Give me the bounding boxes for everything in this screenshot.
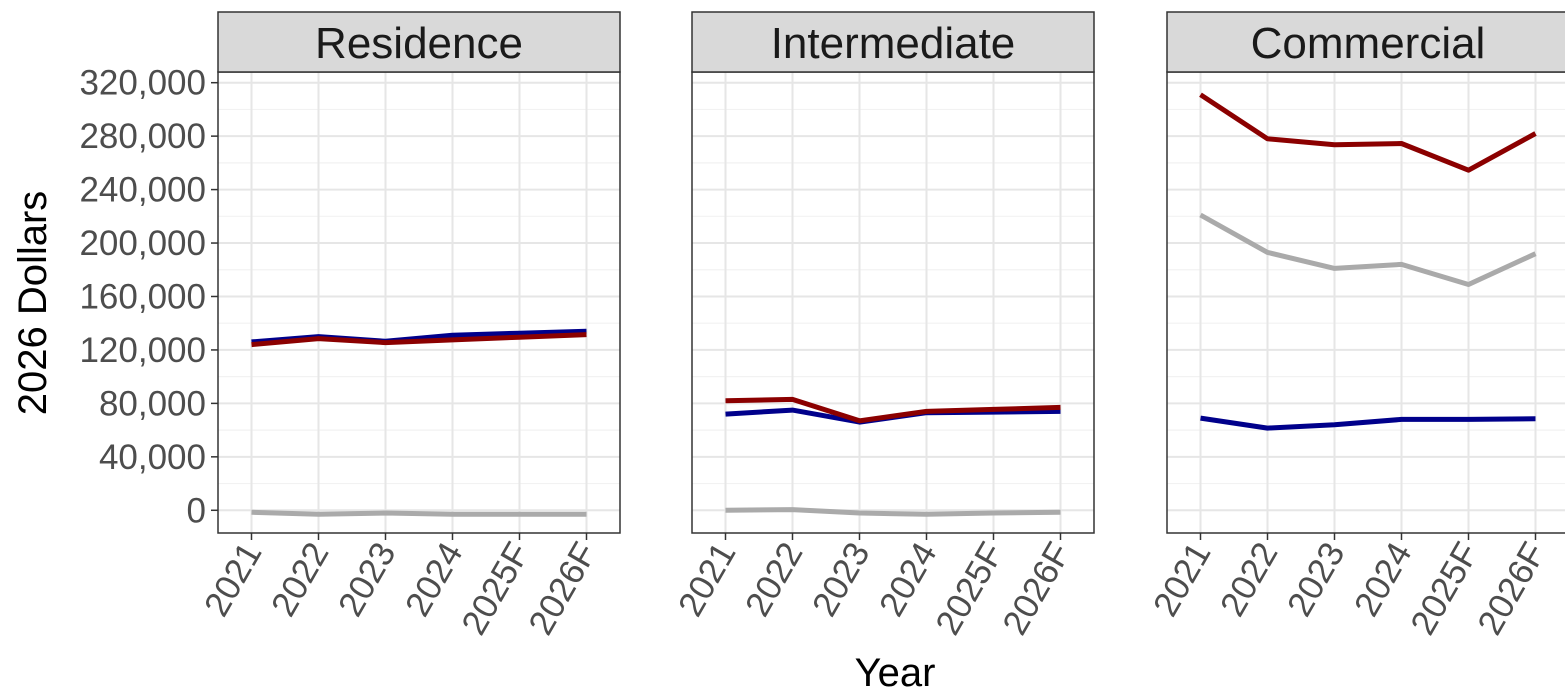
- facet-strip-label: Intermediate: [771, 19, 1016, 68]
- facet-strip-label: Commercial: [1251, 19, 1486, 68]
- panels: Residence20212022202320242025F2026FInter…: [197, 11, 1565, 641]
- y-tick-label: 320,000: [79, 64, 206, 103]
- x-axis-title: Year: [855, 651, 936, 691]
- x-tick-label: 2021: [1146, 536, 1219, 623]
- plot-background: [218, 72, 620, 533]
- x-tick-label: 2024: [1347, 536, 1420, 623]
- x-tick-label: 2023: [1280, 536, 1353, 623]
- x-tick-label: 2022: [738, 536, 811, 623]
- series-line-gray: [725, 507, 1061, 517]
- y-tick-label: 40,000: [99, 438, 206, 477]
- y-tick-label: 0: [187, 491, 206, 530]
- y-tick-label: 240,000: [79, 171, 206, 210]
- x-tick-label: 2026F: [1470, 536, 1553, 641]
- x-tick-label: 2025F: [1403, 536, 1486, 641]
- y-tick-label: 80,000: [99, 384, 206, 423]
- plot-background: [692, 72, 1094, 533]
- x-tick-label: 2021: [197, 536, 270, 623]
- x-tick-label: 2024: [872, 536, 945, 623]
- y-axis: 0 40,000 80,000 120,000 160,000 200,000 240,00…: [79, 64, 218, 530]
- plot-background: [1167, 72, 1565, 533]
- y-axis-title: 2026 Dollars: [11, 191, 55, 416]
- x-tick-label: 2022: [264, 536, 337, 623]
- x-tick-label: 2025F: [454, 536, 537, 641]
- y-tick-label: 200,000: [79, 224, 206, 263]
- facet-strip: [691, 11, 1095, 73]
- x-tick-label: 2026F: [521, 536, 604, 641]
- x-tick-label: 2025F: [928, 536, 1011, 641]
- facet-strip: [217, 11, 621, 73]
- y-tick-label: 160,000: [79, 277, 206, 316]
- series-line-red: [1199, 92, 1537, 173]
- series-line-red: [251, 332, 587, 348]
- x-tick-label: 2023: [331, 536, 404, 623]
- x-tick-label: 2023: [805, 536, 878, 623]
- y-tick-label: 120,000: [79, 331, 206, 370]
- x-tick-label: 2026F: [995, 536, 1078, 641]
- x-tick-label: 2024: [398, 536, 471, 623]
- x-tick-label: 2022: [1213, 536, 1286, 623]
- x-tick-label: 2021: [671, 536, 744, 623]
- facet-strip-label: Residence: [315, 19, 523, 68]
- y-tick-label: 280,000: [79, 117, 206, 156]
- series-line-gray: [1199, 212, 1537, 287]
- series-line-blue: [1200, 415, 1536, 431]
- series-line-gray: [251, 509, 587, 517]
- facet-strip: [1166, 11, 1565, 73]
- series-line-red: [725, 396, 1061, 424]
